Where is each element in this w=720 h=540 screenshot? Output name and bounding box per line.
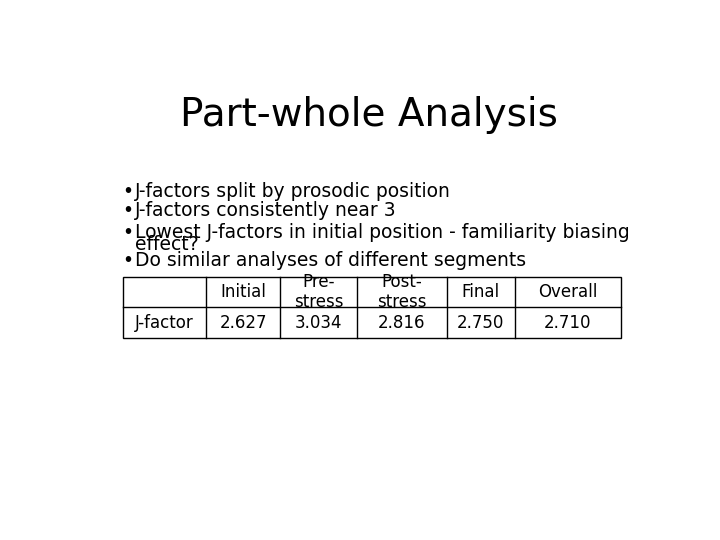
Text: Part-whole Analysis: Part-whole Analysis <box>180 96 558 133</box>
Text: effect?: effect? <box>135 235 199 254</box>
Text: 2.750: 2.750 <box>457 314 504 332</box>
Text: J-factors consistently near 3: J-factors consistently near 3 <box>135 201 397 220</box>
Text: Do similar analyses of different segments: Do similar analyses of different segment… <box>135 251 526 270</box>
Text: J-factor: J-factor <box>135 314 194 332</box>
Text: J-factors split by prosodic position: J-factors split by prosodic position <box>135 182 451 201</box>
Text: 2.627: 2.627 <box>220 314 267 332</box>
Bar <box>122 276 621 338</box>
Text: Pre-
stress: Pre- stress <box>294 273 343 312</box>
Text: Post-
stress: Post- stress <box>377 273 427 312</box>
Text: 2.710: 2.710 <box>544 314 592 332</box>
Text: •: • <box>122 182 134 201</box>
Text: 2.816: 2.816 <box>378 314 426 332</box>
Text: Lowest J-factors in initial position - familiarity biasing: Lowest J-factors in initial position - f… <box>135 222 630 242</box>
Text: •: • <box>122 222 134 242</box>
Text: •: • <box>122 201 134 220</box>
Text: 3.034: 3.034 <box>295 314 343 332</box>
Text: Initial: Initial <box>220 283 266 301</box>
Text: Overall: Overall <box>538 283 598 301</box>
Text: Final: Final <box>462 283 500 301</box>
Text: •: • <box>122 251 134 270</box>
